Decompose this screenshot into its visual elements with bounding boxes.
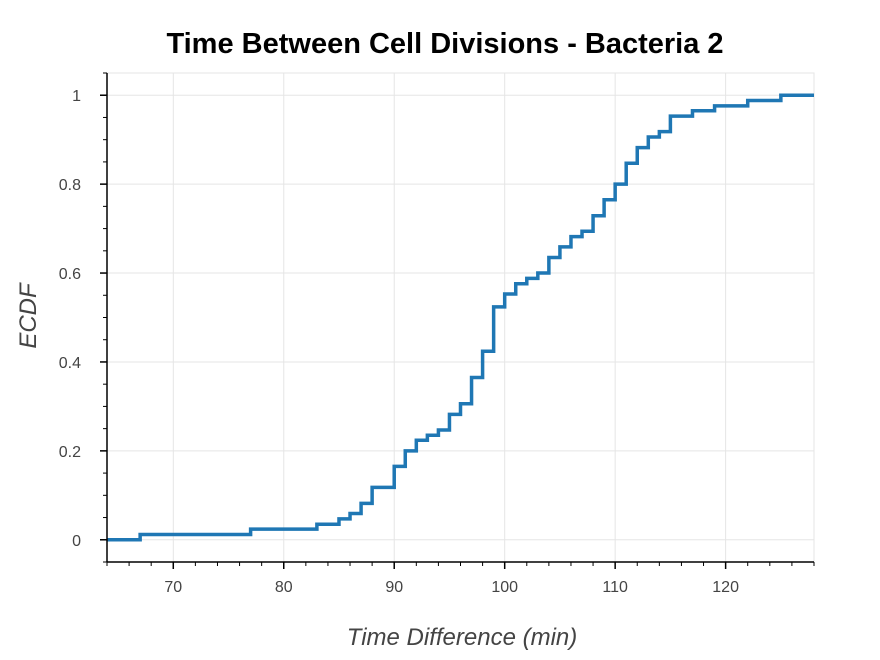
x-axis-title: Time Difference (min) (347, 624, 578, 651)
y-tick-label: 0.8 (59, 177, 81, 194)
y-tick-label: 0 (72, 533, 81, 550)
y-axis-title: ECDF (15, 282, 42, 349)
y-tick-label: 0.6 (59, 266, 81, 283)
y-tick-label: 1 (72, 88, 81, 105)
x-tick-label: 110 (602, 579, 628, 596)
x-tick-label: 90 (385, 579, 403, 596)
x-tick-label: 120 (712, 579, 739, 596)
data-layer (107, 93, 814, 542)
axes (100, 72, 815, 569)
x-tick-label: 100 (491, 579, 518, 596)
plot-area (106, 72, 815, 563)
x-tick-label: 70 (164, 579, 182, 596)
x-tick-labels: 70 80 90 100 110 120 (164, 579, 739, 596)
ecdf-step-line (107, 93, 814, 542)
x-tick-label: 80 (275, 579, 293, 596)
y-tick-label: 0.4 (59, 355, 81, 372)
y-tick-label: 0.2 (59, 444, 81, 461)
chart-title: Time Between Cell Divisions - Bacteria 2 (166, 28, 723, 60)
grid-lines (107, 73, 814, 562)
y-tick-labels: 0 0.2 0.4 0.6 0.8 1 (59, 88, 81, 550)
